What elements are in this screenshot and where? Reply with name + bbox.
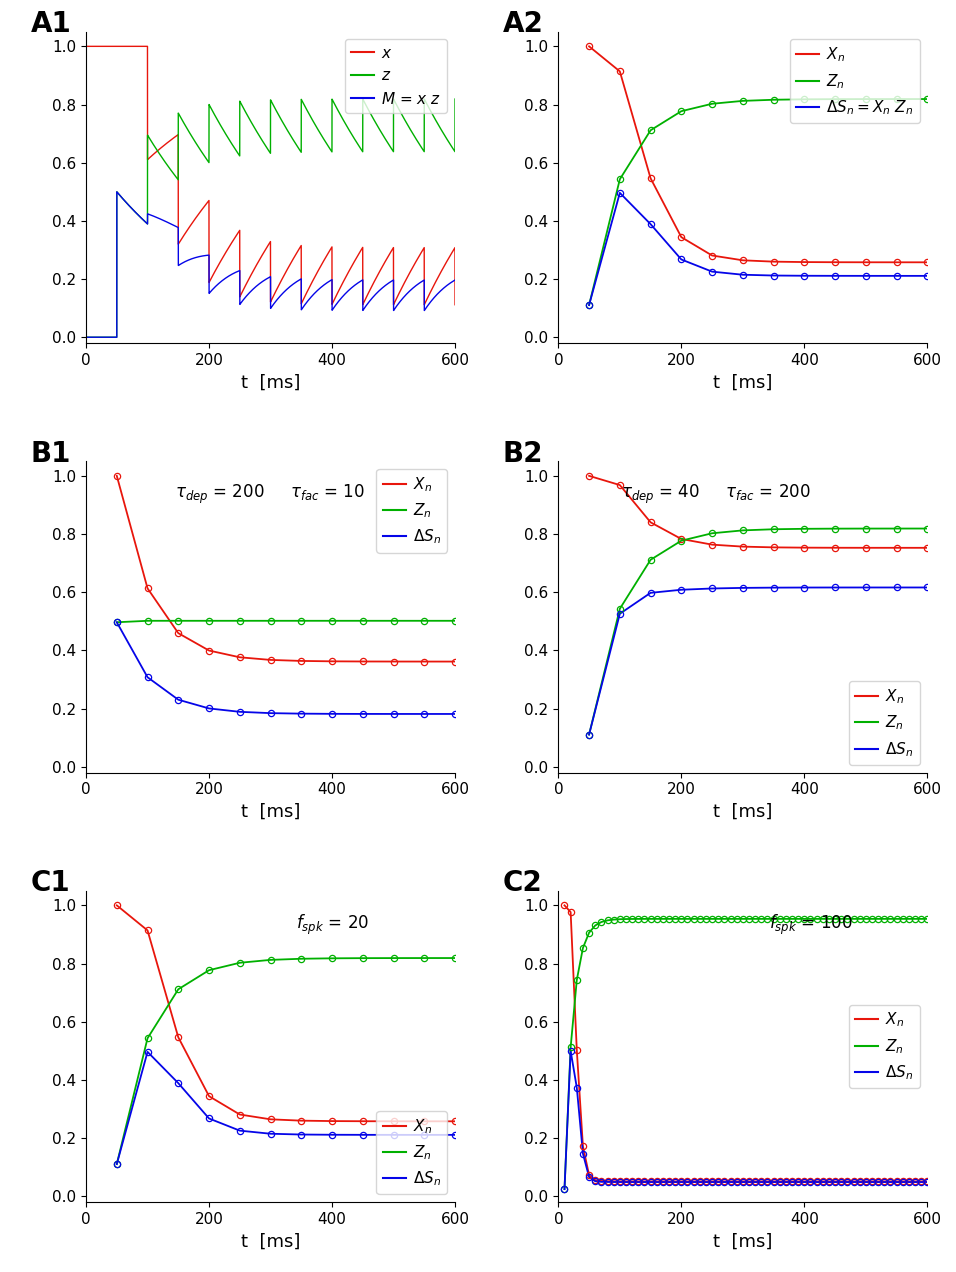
X-axis label: t  [ms]: t [ms] <box>241 1233 300 1250</box>
Legend: $X_n$, $Z_n$, $\Delta S_n$: $X_n$, $Z_n$, $\Delta S_n$ <box>849 1005 920 1089</box>
Text: $\tau_{dep}$ = 200     $\tau_{fac}$ = 10: $\tau_{dep}$ = 200 $\tau_{fac}$ = 10 <box>175 483 364 506</box>
X-axis label: t  [ms]: t [ms] <box>713 803 772 820</box>
Legend: $X_n$, $Z_n$, $\Delta S_n$: $X_n$, $Z_n$, $\Delta S_n$ <box>377 469 447 552</box>
Text: B1: B1 <box>31 440 71 468</box>
Text: A1: A1 <box>31 10 72 38</box>
Text: A2: A2 <box>503 10 544 38</box>
Legend: $x$, $z$, $M$ = $x$ $z$: $x$, $z$, $M$ = $x$ $z$ <box>345 39 447 113</box>
Text: C2: C2 <box>503 869 543 897</box>
Legend: $X_n$, $Z_n$, $\Delta S_n$: $X_n$, $Z_n$, $\Delta S_n$ <box>377 1110 447 1194</box>
Text: B2: B2 <box>503 440 544 468</box>
Text: $\tau_{dep}$ = 40     $\tau_{fac}$ = 200: $\tau_{dep}$ = 40 $\tau_{fac}$ = 200 <box>621 483 811 506</box>
X-axis label: t  [ms]: t [ms] <box>241 803 300 820</box>
Text: $f_{spk}$ = 100: $f_{spk}$ = 100 <box>769 912 853 936</box>
X-axis label: t  [ms]: t [ms] <box>713 1233 772 1250</box>
Legend: $X_n$, $Z_n$, $\Delta S_n$: $X_n$, $Z_n$, $\Delta S_n$ <box>849 682 920 764</box>
Text: C1: C1 <box>31 869 71 897</box>
X-axis label: t  [ms]: t [ms] <box>713 373 772 392</box>
Legend: $X_n$, $Z_n$, $\Delta S_n = X_n\ Z_n$: $X_n$, $Z_n$, $\Delta S_n = X_n\ Z_n$ <box>790 39 920 123</box>
X-axis label: t  [ms]: t [ms] <box>241 373 300 392</box>
Text: $f_{spk}$ = 20: $f_{spk}$ = 20 <box>296 912 369 936</box>
